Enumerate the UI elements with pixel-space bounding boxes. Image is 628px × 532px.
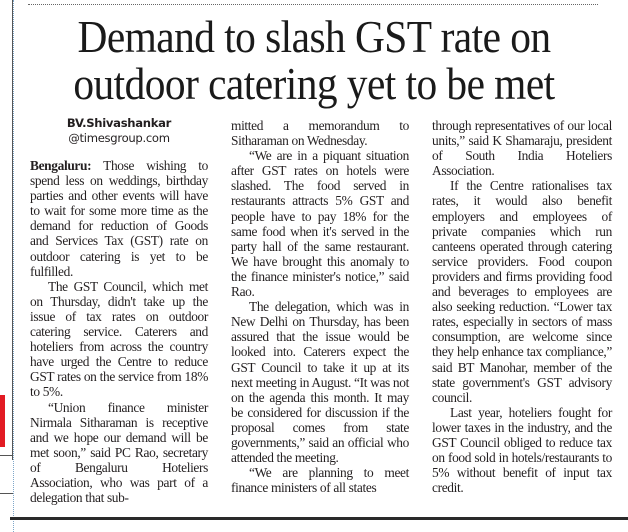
bottom-rule	[10, 517, 628, 520]
paragraph-text: Those wishing to spend less on weddings,…	[30, 158, 208, 279]
adjacent-article-border	[12, 0, 13, 460]
paragraph: The delegation, which was in New Delhi o…	[231, 299, 409, 466]
dateline: Bengaluru:	[30, 158, 92, 173]
column-1: BV.Shivashankar @timesgroup.com Bengalur…	[30, 116, 208, 505]
paragraph-continued: through representatives of our local uni…	[432, 118, 612, 179]
paragraph: The GST Council, which met on Thursday, …	[30, 278, 208, 400]
adjacent-box-rule-bottom	[0, 493, 13, 494]
headline: Demand to slash GST rate on outdoor cate…	[38, 14, 590, 108]
headline-line-2: outdoor catering yet to be met	[73, 59, 555, 109]
article-body: BV.Shivashankar @timesgroup.com Bengalur…	[30, 116, 620, 516]
paragraph-continued: mitted a memorandum to Sitharaman on Wed…	[231, 118, 409, 149]
top-dotted-rule	[28, 4, 598, 5]
paragraph: Last year, hoteliers fought for lower ta…	[432, 404, 612, 496]
byline: BV.Shivashankar @timesgroup.com	[30, 116, 208, 146]
paragraph: “We are in a piquant situation after GST…	[231, 148, 409, 300]
byline-author: BV.Shivashankar	[66, 116, 172, 130]
paragraph-lead: Bengaluru: Those wishing to spend less o…	[30, 158, 208, 279]
byline-email[interactable]: @timesgroup.com	[68, 131, 170, 145]
adjacent-article-red-accent	[0, 395, 5, 447]
paragraph: If the Centre rationalises tax rates, it…	[432, 178, 612, 405]
adjacent-box-rule-top	[0, 455, 13, 456]
paragraph: “We are planning to meet finance ministe…	[231, 465, 409, 496]
paragraph: “Union finance minister Nirmala Sitharam…	[30, 399, 208, 506]
column-2: mitted a memorandum to Sitharaman on Wed…	[231, 118, 409, 495]
column-3: through representatives of our local uni…	[432, 118, 612, 495]
headline-line-1: Demand to slash GST rate on	[77, 12, 551, 62]
adjacent-article-edge	[0, 0, 14, 532]
